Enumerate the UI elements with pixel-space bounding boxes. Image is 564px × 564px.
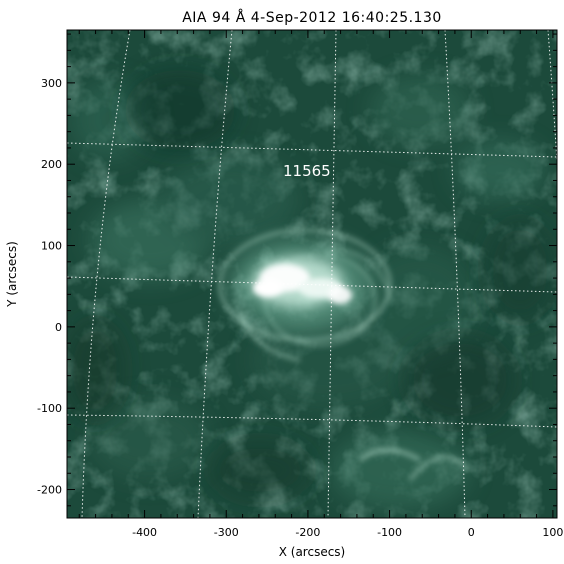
coordinate-grid xyxy=(67,30,557,518)
longitude-line xyxy=(197,30,233,518)
y-tick-label: 0 xyxy=(55,321,62,334)
active-region-label: 11565 xyxy=(283,162,331,180)
x-tick-label: -200 xyxy=(295,526,320,539)
y-tick-label: 300 xyxy=(41,77,62,90)
x-tick-label: 0 xyxy=(468,526,475,539)
solar-image: 11565 xyxy=(67,30,557,518)
x-tick-label: 100 xyxy=(542,526,563,539)
active-region-glow xyxy=(230,240,370,330)
y-tick-label: -200 xyxy=(37,484,62,497)
latitude-line xyxy=(67,142,557,158)
y-tick-label: 200 xyxy=(41,158,62,171)
x-tick-label: -300 xyxy=(214,526,239,539)
y-tick-label: -100 xyxy=(37,402,62,415)
plot-frame xyxy=(66,29,558,519)
x-tick-label: -100 xyxy=(377,526,402,539)
figure-title: AIA 94 Å 4-Sep-2012 16:40:25.130 xyxy=(182,9,442,26)
x-axis-label: X (arcsecs) xyxy=(279,545,346,559)
latitude-line xyxy=(67,276,557,293)
longitude-line xyxy=(81,30,131,518)
longitude-line xyxy=(327,30,337,518)
latitude-line xyxy=(67,414,557,428)
longitude-line xyxy=(444,30,466,518)
x-tick-label: -400 xyxy=(132,526,157,539)
y-tick-label: 100 xyxy=(41,240,62,253)
longitude-line xyxy=(547,30,557,170)
y-axis: -200 -100 0 100 200 300 xyxy=(37,33,557,507)
y-axis-label: Y (arcsecs) xyxy=(5,241,19,308)
x-axis: -400 -300 -200 -100 0 100 xyxy=(78,30,563,539)
